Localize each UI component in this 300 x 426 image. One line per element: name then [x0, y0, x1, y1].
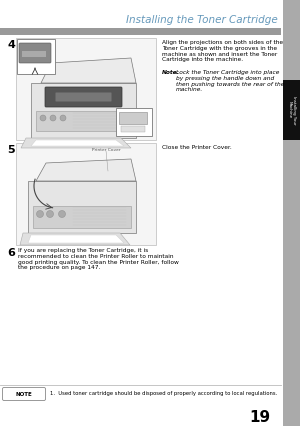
- Bar: [22, 51, 46, 57]
- FancyBboxPatch shape: [19, 43, 51, 63]
- Text: Printer Cover: Printer Cover: [92, 148, 120, 152]
- Circle shape: [50, 115, 56, 121]
- FancyBboxPatch shape: [2, 388, 46, 400]
- Polygon shape: [21, 138, 131, 148]
- Bar: [283, 80, 300, 140]
- Polygon shape: [36, 159, 136, 181]
- Bar: [36, 111, 131, 131]
- Text: 4: 4: [7, 40, 15, 50]
- FancyBboxPatch shape: [31, 83, 136, 138]
- Text: 19: 19: [249, 411, 271, 426]
- Circle shape: [60, 115, 66, 121]
- Bar: [116, 108, 152, 136]
- Text: NOTE: NOTE: [16, 391, 32, 397]
- FancyBboxPatch shape: [45, 87, 122, 107]
- Bar: [0, 28, 281, 35]
- Text: Installing Your
Machine: Installing Your Machine: [287, 95, 296, 124]
- Polygon shape: [20, 233, 130, 245]
- Text: Note:: Note:: [162, 70, 180, 75]
- Bar: [33, 206, 131, 228]
- Text: Close the Printer Cover.: Close the Printer Cover.: [162, 145, 232, 150]
- Text: 6: 6: [7, 248, 15, 258]
- FancyBboxPatch shape: [56, 92, 112, 101]
- Polygon shape: [41, 58, 136, 83]
- Text: 5: 5: [7, 145, 15, 155]
- Text: Installing the Toner Cartridge: Installing the Toner Cartridge: [126, 15, 278, 25]
- Bar: [17, 39, 55, 74]
- Bar: [121, 126, 145, 132]
- Bar: [16, 143, 156, 245]
- Circle shape: [37, 210, 44, 218]
- Bar: [119, 112, 147, 124]
- Circle shape: [58, 210, 65, 218]
- Text: 1.  Used toner cartridge should be disposed of properly according to local regul: 1. Used toner cartridge should be dispos…: [50, 391, 277, 397]
- Text: If you are replacing the Toner Cartridge, it is
recommended to clean the Printer: If you are replacing the Toner Cartridge…: [18, 248, 179, 271]
- Bar: [16, 38, 156, 140]
- Polygon shape: [31, 140, 124, 146]
- Text: Lock the Toner Cartridge into place
by pressing the handle down and
then pushing: Lock the Toner Cartridge into place by p…: [176, 70, 284, 92]
- FancyBboxPatch shape: [28, 181, 136, 233]
- Bar: [283, 0, 300, 426]
- Circle shape: [46, 210, 53, 218]
- Text: Align the projections on both sides of the
Toner Cartridge with the grooves in t: Align the projections on both sides of t…: [162, 40, 283, 62]
- Circle shape: [40, 115, 46, 121]
- Polygon shape: [28, 235, 124, 243]
